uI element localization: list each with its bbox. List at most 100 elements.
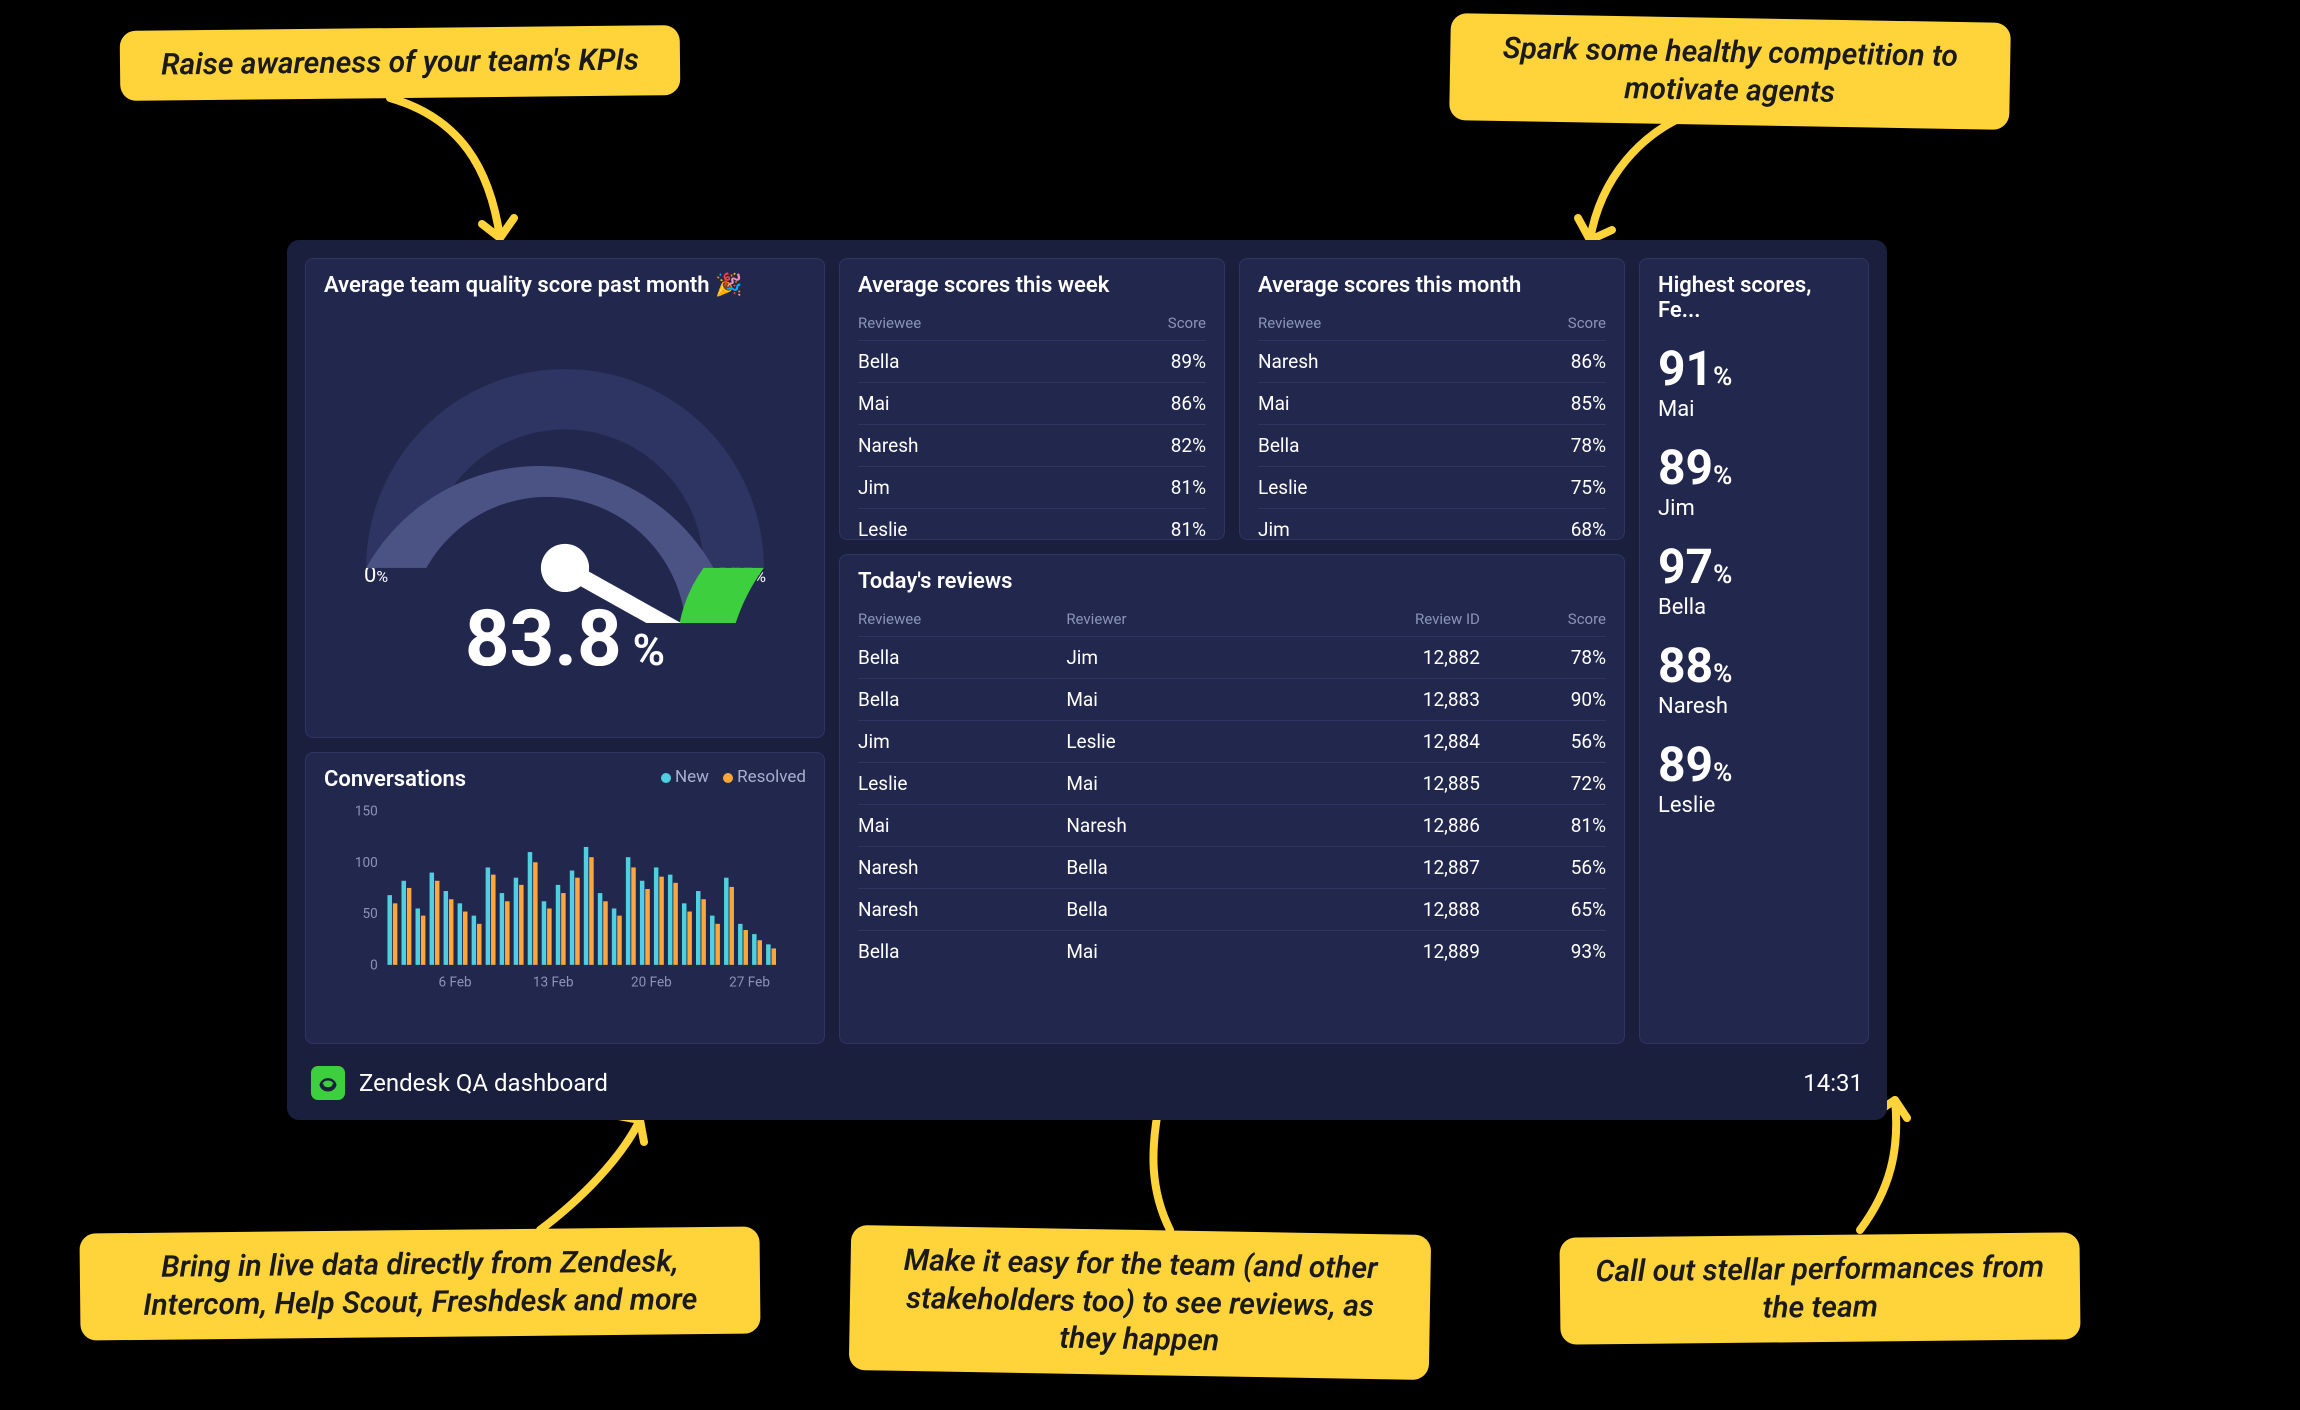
callout-easy: Make it easy for the team (and other sta… <box>849 1225 1431 1380</box>
table-row: Leslie81% <box>858 509 1206 551</box>
high-score-name: Leslie <box>1658 793 1850 818</box>
conversations-legend: New Resolved <box>651 767 806 787</box>
table-cell: 81% <box>1075 467 1206 509</box>
table-cell: Bella <box>858 637 1066 679</box>
high-score-name: Naresh <box>1658 694 1850 719</box>
table-cell: 78% <box>1475 425 1606 467</box>
table-row: Naresh82% <box>858 425 1206 467</box>
table-cell: Leslie <box>858 509 1075 551</box>
high-score-name: Jim <box>1658 496 1850 521</box>
high-score-pct: 97% <box>1658 543 1850 591</box>
table-cell: 56% <box>1480 847 1606 889</box>
table-cell: Bella <box>858 679 1066 721</box>
high-title: Highest scores, Fe... <box>1658 273 1850 323</box>
table-cell: 86% <box>1075 383 1206 425</box>
table-cell: 12,887 <box>1266 847 1480 889</box>
month-card: Average scores this month RevieweeScoreN… <box>1239 258 1625 540</box>
dashboard-footer: Zendesk QA dashboard 14:31 <box>305 1058 1869 1108</box>
callout-stellar: Call out stellar performances from the t… <box>1559 1232 2080 1344</box>
table-header: Reviewee <box>1258 308 1475 341</box>
table-cell: 12,886 <box>1266 805 1480 847</box>
table-row: NareshBella12,88865% <box>858 889 1606 931</box>
week-card: Average scores this week RevieweeScoreBe… <box>839 258 1225 540</box>
table-cell: Leslie <box>858 763 1066 805</box>
logo-icon <box>311 1066 345 1100</box>
table-cell: Leslie <box>1066 721 1266 763</box>
table-cell: Naresh <box>1258 341 1475 383</box>
svg-text:20 Feb: 20 Feb <box>631 975 672 991</box>
table-row: MaiNaresh12,88681% <box>858 805 1606 847</box>
table-cell: 82% <box>1075 425 1206 467</box>
conversations-chart: 0501001506 Feb13 Feb20 Feb27 Feb <box>324 802 806 992</box>
month-table: RevieweeScoreNaresh86%Mai85%Bella78%Lesl… <box>1258 308 1606 550</box>
table-header: Reviewee <box>858 308 1075 341</box>
table-cell: 12,888 <box>1266 889 1480 931</box>
table-row: Mai85% <box>1258 383 1606 425</box>
table-header: Score <box>1480 604 1606 637</box>
table-cell: Jim <box>1258 509 1475 551</box>
table-header: Reviewer <box>1066 604 1266 637</box>
table-cell: 12,889 <box>1266 931 1480 973</box>
high-score-pct: 88% <box>1658 642 1850 690</box>
table-header: Review ID <box>1266 604 1480 637</box>
gauge-card: Average team quality score past month 🎉 … <box>305 258 825 738</box>
table-cell: 86% <box>1475 341 1606 383</box>
dashboard: Average team quality score past month 🎉 … <box>287 240 1887 1120</box>
table-cell: Jim <box>858 721 1066 763</box>
table-cell: 68% <box>1475 509 1606 551</box>
today-card: Today's reviews RevieweeReviewerReview I… <box>839 554 1625 1044</box>
today-table: RevieweeReviewerReview IDScoreBellaJim12… <box>858 604 1606 972</box>
high-score-name: Mai <box>1658 397 1850 422</box>
table-cell: 56% <box>1480 721 1606 763</box>
table-cell: Bella <box>858 341 1075 383</box>
table-cell: Jim <box>858 467 1075 509</box>
svg-text:27 Feb: 27 Feb <box>729 975 770 991</box>
high-score-item: 97%Bella <box>1658 543 1850 620</box>
gauge-chart <box>324 308 806 623</box>
table-cell: Jim <box>1066 637 1266 679</box>
clock: 14:31 <box>1803 1069 1863 1097</box>
callout-compete: Spark some healthy competition to motiva… <box>1449 13 2011 130</box>
table-cell: 12,884 <box>1266 721 1480 763</box>
table-cell: Leslie <box>1258 467 1475 509</box>
svg-text:6 Feb: 6 Feb <box>438 975 471 991</box>
table-row: Bella78% <box>1258 425 1606 467</box>
table-header: Score <box>1075 308 1206 341</box>
table-cell: 90% <box>1480 679 1606 721</box>
high-score-item: 89% Jim <box>1658 444 1850 521</box>
table-cell: 65% <box>1480 889 1606 931</box>
table-cell: 85% <box>1475 383 1606 425</box>
table-row: Leslie75% <box>1258 467 1606 509</box>
table-cell: 81% <box>1075 509 1206 551</box>
table-cell: Bella <box>1258 425 1475 467</box>
table-cell: 75% <box>1475 467 1606 509</box>
today-title: Today's reviews <box>858 569 1606 594</box>
table-cell: 89% <box>1075 341 1206 383</box>
table-cell: Mai <box>1066 763 1266 805</box>
table-cell: 12,882 <box>1266 637 1480 679</box>
high-score-item: 88% Naresh <box>1658 642 1850 719</box>
table-cell: 72% <box>1480 763 1606 805</box>
high-score-item: 89%Leslie <box>1658 741 1850 818</box>
high-scores-card: Highest scores, Fe... 91%Mai89%Jim97%Bel… <box>1639 258 1869 1044</box>
table-row: JimLeslie12,88456% <box>858 721 1606 763</box>
svg-text:150: 150 <box>355 804 378 820</box>
callout-kpi: Raise awareness of your team's KPIs <box>120 25 681 100</box>
table-header: Reviewee <box>858 604 1066 637</box>
arrow-live <box>520 1110 680 1240</box>
table-row: LeslieMai12,88572% <box>858 763 1606 805</box>
table-row: Bella89% <box>858 341 1206 383</box>
callout-live: Bring in live data directly from Zendesk… <box>79 1226 760 1340</box>
week-title: Average scores this week <box>858 273 1206 298</box>
table-cell: Mai <box>1066 679 1266 721</box>
high-score-pct: 89% <box>1658 444 1850 492</box>
table-cell: 12,883 <box>1266 679 1480 721</box>
table-row: NareshBella12,88756% <box>858 847 1606 889</box>
table-cell: Bella <box>1066 889 1266 931</box>
table-cell: Naresh <box>858 889 1066 931</box>
svg-text:13 Feb: 13 Feb <box>533 975 574 991</box>
svg-text:0: 0 <box>370 957 378 973</box>
table-row: Jim68% <box>1258 509 1606 551</box>
table-row: BellaJim12,88278% <box>858 637 1606 679</box>
svg-text:50: 50 <box>362 906 377 922</box>
